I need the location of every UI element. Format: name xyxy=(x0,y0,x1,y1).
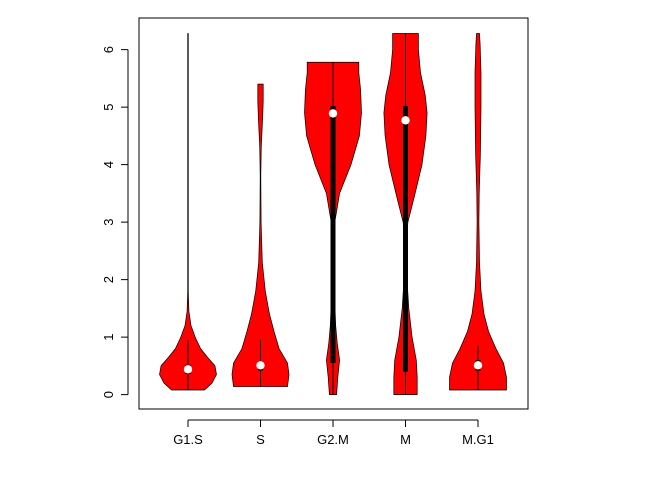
median-point xyxy=(328,109,338,118)
violin-m-g1 xyxy=(449,33,507,391)
x-tick-label: M xyxy=(400,432,411,447)
violins xyxy=(159,33,507,395)
x-tick-label: G2.M xyxy=(317,432,349,447)
y-tick-label: 2 xyxy=(101,276,116,283)
x-tick-label: M.G1 xyxy=(462,432,494,447)
iqr-box xyxy=(403,105,408,372)
x-tick-label: S xyxy=(256,432,265,447)
violin-s xyxy=(231,83,290,387)
iqr-box xyxy=(330,105,336,363)
y-tick-label: 0 xyxy=(101,391,116,398)
x-axis: G1.S S G2.M M M.G1 xyxy=(173,419,494,447)
y-tick-label: 6 xyxy=(101,46,116,53)
median-point xyxy=(401,116,410,125)
median-point xyxy=(473,361,483,370)
x-tick-label: G1.S xyxy=(173,432,203,447)
y-tick-label: 3 xyxy=(101,219,116,226)
y-tick-label: 1 xyxy=(101,334,116,341)
y-tick-label: 4 xyxy=(101,161,116,168)
y-tick-label: 5 xyxy=(101,104,116,111)
median-point xyxy=(256,361,265,370)
plot-frame xyxy=(138,17,529,410)
y-axis: 0 1 2 3 4 5 6 xyxy=(101,46,129,398)
median-point xyxy=(183,365,193,374)
violin-g1-s xyxy=(159,33,217,391)
